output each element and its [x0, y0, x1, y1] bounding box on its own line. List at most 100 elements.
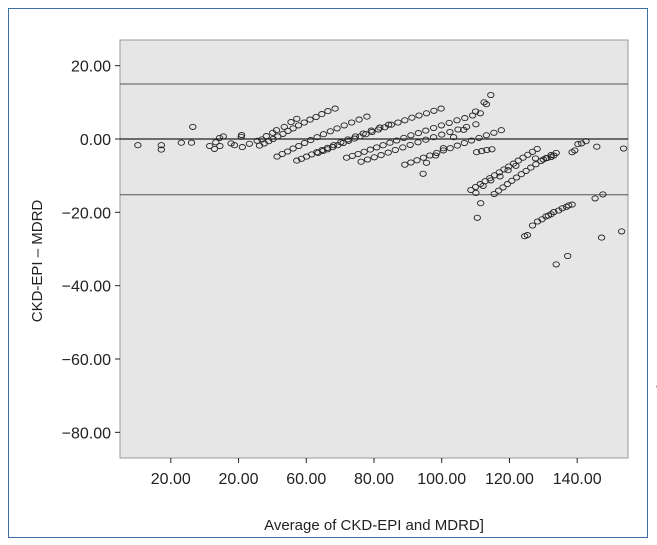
data-point [212, 139, 220, 146]
plot-area [119, 39, 629, 459]
data-point [330, 142, 338, 149]
data-point [406, 141, 414, 148]
data-point [230, 142, 239, 149]
data-point [467, 186, 475, 194]
data-point [399, 144, 407, 151]
data-point [312, 113, 320, 121]
data-point [422, 136, 430, 143]
data-point [394, 119, 402, 126]
data-point [599, 191, 607, 198]
data-point [384, 121, 393, 128]
data-point [422, 127, 430, 134]
data-point [454, 126, 462, 133]
data-point [157, 146, 165, 153]
data-point [293, 115, 301, 122]
data-point [543, 155, 551, 162]
data-point [376, 124, 384, 131]
data-point [363, 113, 371, 120]
data-point [289, 125, 297, 132]
data-point [351, 133, 360, 140]
data-point [480, 99, 488, 106]
data-point [324, 108, 332, 115]
data-point [333, 125, 341, 132]
data-point [453, 117, 461, 124]
x-tick-label: 120.00 [485, 471, 534, 488]
data-point [439, 147, 448, 154]
x-tick-label: 80.00 [354, 471, 394, 488]
y-tick-label: −20.00 [62, 205, 111, 222]
data-point [490, 190, 498, 198]
data-point [187, 139, 196, 146]
data-point [287, 119, 295, 126]
data-point [591, 195, 599, 202]
data-point [453, 142, 461, 149]
data-point [494, 187, 503, 194]
data-point [386, 139, 394, 146]
data-point [574, 141, 582, 148]
data-point [206, 142, 214, 150]
data-point [387, 121, 395, 128]
data-point [280, 123, 288, 130]
data-point [514, 157, 522, 164]
data-point [500, 166, 508, 173]
data-point [582, 138, 590, 145]
data-point [414, 139, 422, 146]
data-point [619, 145, 628, 152]
data-point [295, 142, 303, 150]
data-point [552, 149, 560, 156]
data-points [134, 91, 657, 388]
data-point [210, 145, 219, 152]
data-point [472, 149, 481, 156]
data-point [189, 123, 197, 130]
data-point [497, 127, 505, 134]
data-point [512, 174, 521, 181]
data-point [437, 122, 446, 129]
y-axis-title: CKD-EPI – MDRD [29, 200, 46, 323]
data-point [359, 130, 367, 137]
data-point [593, 143, 601, 150]
x-tick-label: 60.00 [286, 471, 326, 488]
data-point [499, 184, 507, 191]
data-point [467, 137, 476, 144]
data-point [344, 136, 352, 143]
data-point [415, 112, 423, 119]
y-tick-label: −60.00 [62, 352, 111, 369]
data-point [429, 134, 438, 141]
data-point [419, 170, 427, 177]
data-point [326, 128, 334, 135]
data-point [505, 163, 513, 170]
data-point [419, 154, 428, 161]
data-point [354, 150, 362, 158]
data-point [532, 161, 540, 168]
data-point [393, 137, 401, 144]
data-point [360, 148, 368, 155]
data-point [446, 128, 454, 136]
data-point [508, 177, 516, 184]
data-point [307, 137, 315, 144]
data-point [272, 127, 281, 134]
data-point [461, 115, 469, 122]
data-point [300, 139, 309, 147]
data-point [449, 134, 458, 141]
data-point [357, 158, 365, 165]
reference-lines [120, 83, 628, 196]
data-point [531, 155, 540, 162]
data-point [496, 173, 504, 180]
data-point [490, 172, 499, 179]
data-point [401, 161, 409, 168]
data-point [347, 119, 356, 126]
data-point [504, 167, 512, 174]
data-point [482, 132, 491, 139]
data-point [237, 131, 246, 139]
data-point [313, 134, 321, 141]
data-point [355, 116, 363, 123]
data-point [300, 119, 308, 126]
data-point [523, 232, 532, 239]
data-point [478, 148, 486, 155]
data-point [490, 129, 498, 136]
data-point [439, 145, 448, 152]
data-point [487, 177, 495, 184]
data-point [522, 167, 530, 174]
data-point [318, 111, 326, 118]
